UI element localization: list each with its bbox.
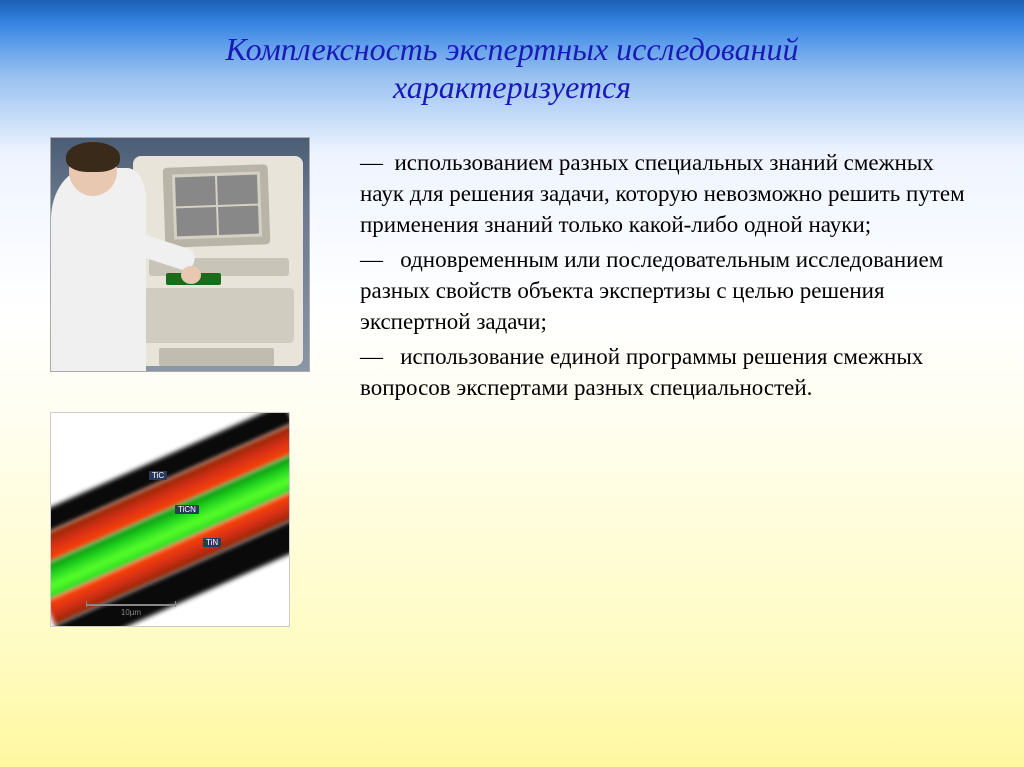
illustration-lab-equipment [50,137,310,372]
illustration-microscopy: TiC TiCN TiN 10µm [50,412,290,627]
bullet-2: ― одновременным или последовательным исс… [360,244,974,337]
lab-machine-screen [172,171,262,239]
microscopy-label-3: TiN [203,538,221,547]
microscopy-label-2: TiCN [175,505,199,514]
illustrations-column: TiC TiCN TiN 10µm [50,137,330,627]
scalebar-text: 10µm [86,608,176,617]
scientist-body [51,168,146,372]
bullet-1-text: использованием разных специальных знаний… [360,150,965,237]
lab-machine-keyboard [159,348,274,366]
dash-icon: ― [360,247,383,272]
title-line-2: характеризуется [393,69,631,105]
bullet-1: ― использованием разных специальных знан… [360,147,974,240]
bullet-3-text: использование единой программы решения с… [360,344,923,400]
dash-icon: ― [360,344,383,369]
lab-machine-panel [144,288,294,343]
slide-content: TiC TiCN TiN 10µm ― использованием разны… [0,127,1024,657]
bullet-3: ― использование единой программы решения… [360,341,974,403]
slide-title: Комплексность экспертных исследований ха… [0,0,1024,127]
microscopy-band [50,412,290,627]
dash-icon: ― [360,150,383,175]
scientist-hand [181,266,201,284]
body-text: ― использованием разных специальных знан… [360,137,974,627]
bullet-2-text: одновременным или последовательным иссле… [360,247,943,334]
microscopy-label-1: TiC [149,471,167,480]
microscopy-scalebar: 10µm [86,602,176,616]
scientist-hair [66,142,120,172]
title-line-1: Комплексность экспертных исследований [226,31,799,67]
